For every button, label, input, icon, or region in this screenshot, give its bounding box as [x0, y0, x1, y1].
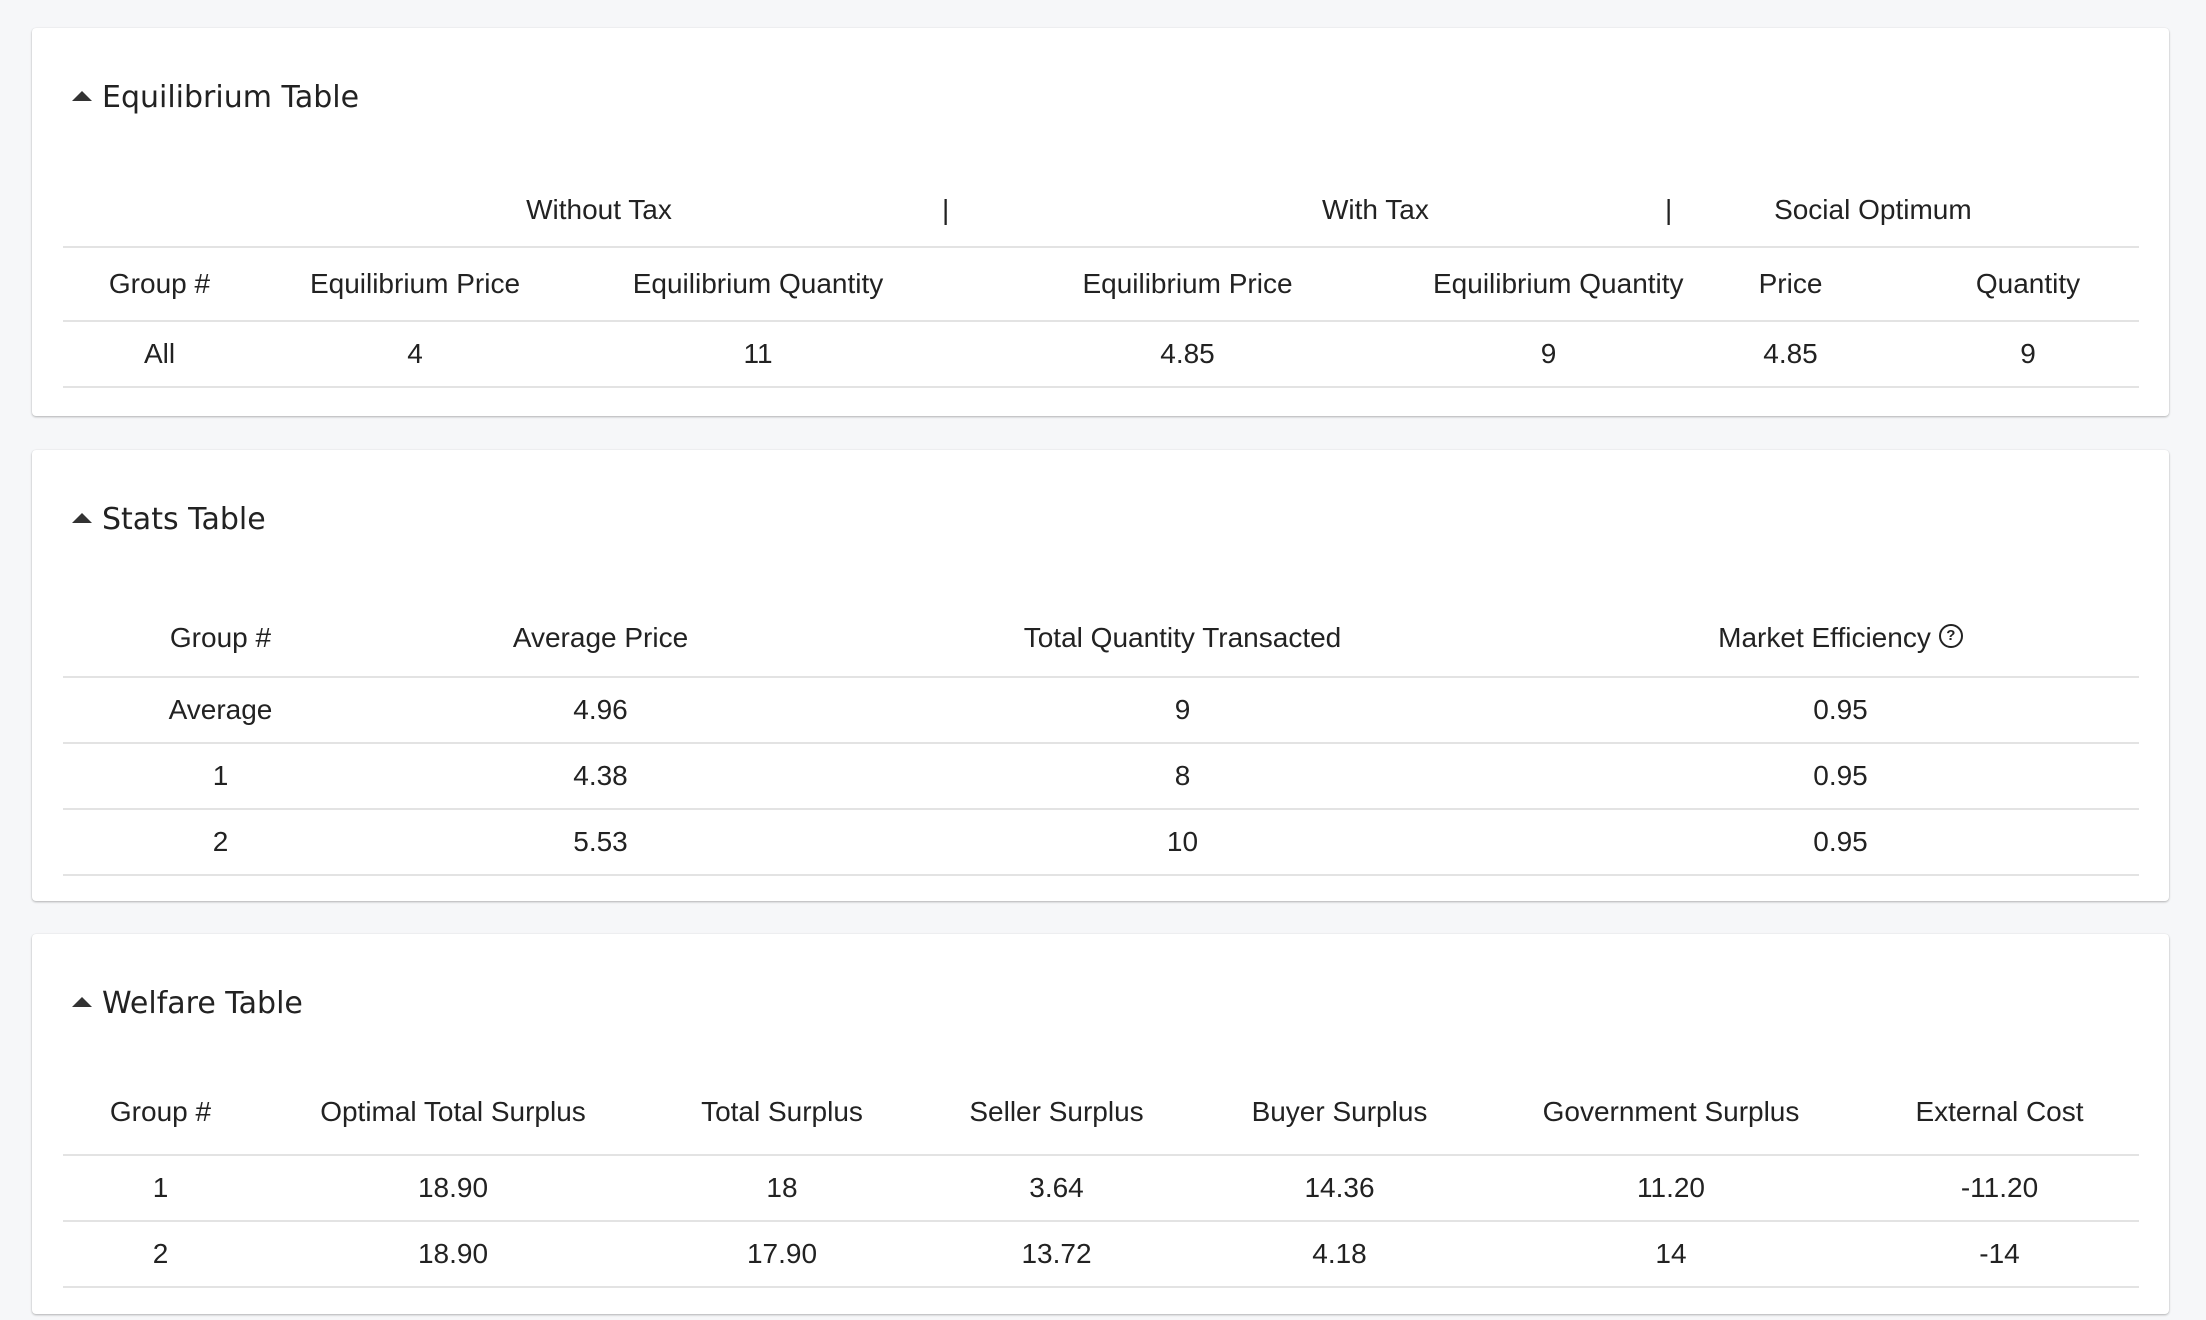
table-cell: 18.90	[258, 1155, 648, 1222]
welfare-panel: Welfare Table Group # Optimal Total Surp…	[32, 934, 2169, 1314]
table-cell: 2	[63, 809, 378, 876]
table-cell: 18.90	[258, 1221, 648, 1288]
table-row: 1 4.38 8 0.95	[63, 743, 2139, 810]
table-header-row: Group # Average Price Total Quantity Tra…	[63, 600, 2139, 678]
panel-title: Equilibrium Table	[102, 79, 360, 115]
table-row: 1 18.90 18 3.64 14.36 11.20 -11.20	[63, 1155, 2139, 1222]
table-cell: 10	[823, 809, 1542, 876]
table-cell: 14.36	[1197, 1155, 1482, 1222]
panel-title: Stats Table	[102, 501, 266, 537]
group-separator: |	[942, 194, 950, 225]
group-label: With Tax	[1322, 194, 1429, 225]
equilibrium-panel: Equilibrium Table Without Tax | With Tax…	[32, 28, 2169, 416]
table-row: All 4 11 4.85 9 4.85 9	[63, 321, 2139, 388]
column-header: Buyer Surplus	[1197, 1070, 1482, 1156]
table-cell: 9	[823, 677, 1542, 744]
table-row: 2 18.90 17.90 13.72 4.18 14 -14	[63, 1221, 2139, 1288]
table-cell: 13.72	[916, 1221, 1197, 1288]
table-cell: 4.96	[378, 677, 823, 744]
column-header: Total Surplus	[648, 1070, 916, 1156]
panel-title: Welfare Table	[102, 985, 303, 1021]
table-cell: 18	[648, 1155, 916, 1222]
column-header: Quantity	[1917, 247, 2139, 322]
table-cell: 17.90	[648, 1221, 916, 1288]
caret-up-icon	[72, 513, 92, 523]
column-header: Group #	[63, 1070, 258, 1156]
table-cell: 9	[1917, 321, 2139, 388]
table-cell: 1	[63, 1155, 258, 1222]
table-header-row: Group # Optimal Total Surplus Total Surp…	[63, 1070, 2139, 1156]
table-cell: -14	[1860, 1221, 2139, 1288]
table-cell: 5.53	[378, 809, 823, 876]
help-icon[interactable]: ?	[1938, 624, 1963, 648]
column-header: Government Surplus	[1482, 1070, 1860, 1156]
table-cell: 4.85	[942, 321, 1433, 388]
table-cell: 0.95	[1542, 677, 2139, 744]
column-header: Group #	[63, 247, 256, 322]
table-cell: 0.95	[1542, 743, 2139, 810]
table-cell: 1	[63, 743, 378, 810]
column-header: Equilibrium Quantity	[1433, 247, 1684, 322]
table-cell: 4	[256, 321, 574, 388]
column-header: Equilibrium Quantity	[574, 247, 942, 322]
group-label: Social Optimum	[1774, 194, 1972, 225]
column-header: External Cost	[1860, 1070, 2139, 1156]
table-cell: 0.95	[1542, 809, 2139, 876]
column-header-market-efficiency: Market Efficiency?	[1542, 600, 2139, 678]
column-header: Seller Surplus	[916, 1070, 1197, 1156]
column-header: Group #	[63, 600, 378, 678]
welfare-panel-toggle[interactable]: Welfare Table	[72, 978, 303, 1028]
caret-up-icon	[72, 997, 92, 1007]
group-label: Without Tax	[256, 174, 942, 248]
table-cell: 3.64	[916, 1155, 1197, 1222]
table-cell: 4.18	[1197, 1221, 1482, 1288]
welfare-table: Group # Optimal Total Surplus Total Surp…	[63, 1070, 2139, 1288]
table-header-row: Group # Equilibrium Price Equilibrium Qu…	[63, 247, 2139, 322]
table-cell: 9	[1433, 321, 1664, 388]
column-header: Equilibrium Price	[256, 247, 574, 322]
table-cell: 11	[574, 321, 942, 388]
table-cell: -11.20	[1860, 1155, 2139, 1222]
stats-panel-toggle[interactable]: Stats Table	[72, 494, 266, 544]
table-cell: 4.38	[378, 743, 823, 810]
stats-table: Group # Average Price Total Quantity Tra…	[63, 600, 2139, 876]
table-cell: 14	[1482, 1221, 1860, 1288]
caret-up-icon	[72, 91, 92, 101]
table-cell: 8	[823, 743, 1542, 810]
group-header-row: Without Tax | With Tax | Social Optimum	[63, 174, 2139, 248]
equilibrium-panel-toggle[interactable]: Equilibrium Table	[72, 72, 359, 122]
column-header: Optimal Total Surplus	[258, 1070, 648, 1156]
table-row: Average 4.96 9 0.95	[63, 677, 2139, 744]
group-separator: |	[1665, 194, 1673, 225]
column-header: Average Price	[378, 600, 823, 678]
table-cell: 11.20	[1482, 1155, 1860, 1222]
table-cell: 4.85	[1664, 321, 1917, 388]
column-header-label: Market Efficiency	[1718, 622, 1931, 653]
equilibrium-table: Without Tax | With Tax | Social Optimum …	[63, 174, 2139, 388]
column-header: Price	[1664, 247, 1917, 322]
column-header: Equilibrium Price	[942, 247, 1433, 322]
table-row: 2 5.53 10 0.95	[63, 809, 2139, 876]
table-cell: Average	[63, 677, 378, 744]
table-cell: 2	[63, 1221, 258, 1288]
column-header: Total Quantity Transacted	[823, 600, 1542, 678]
table-cell: All	[63, 321, 256, 388]
stats-panel: Stats Table Group # Average Price Total …	[32, 450, 2169, 901]
